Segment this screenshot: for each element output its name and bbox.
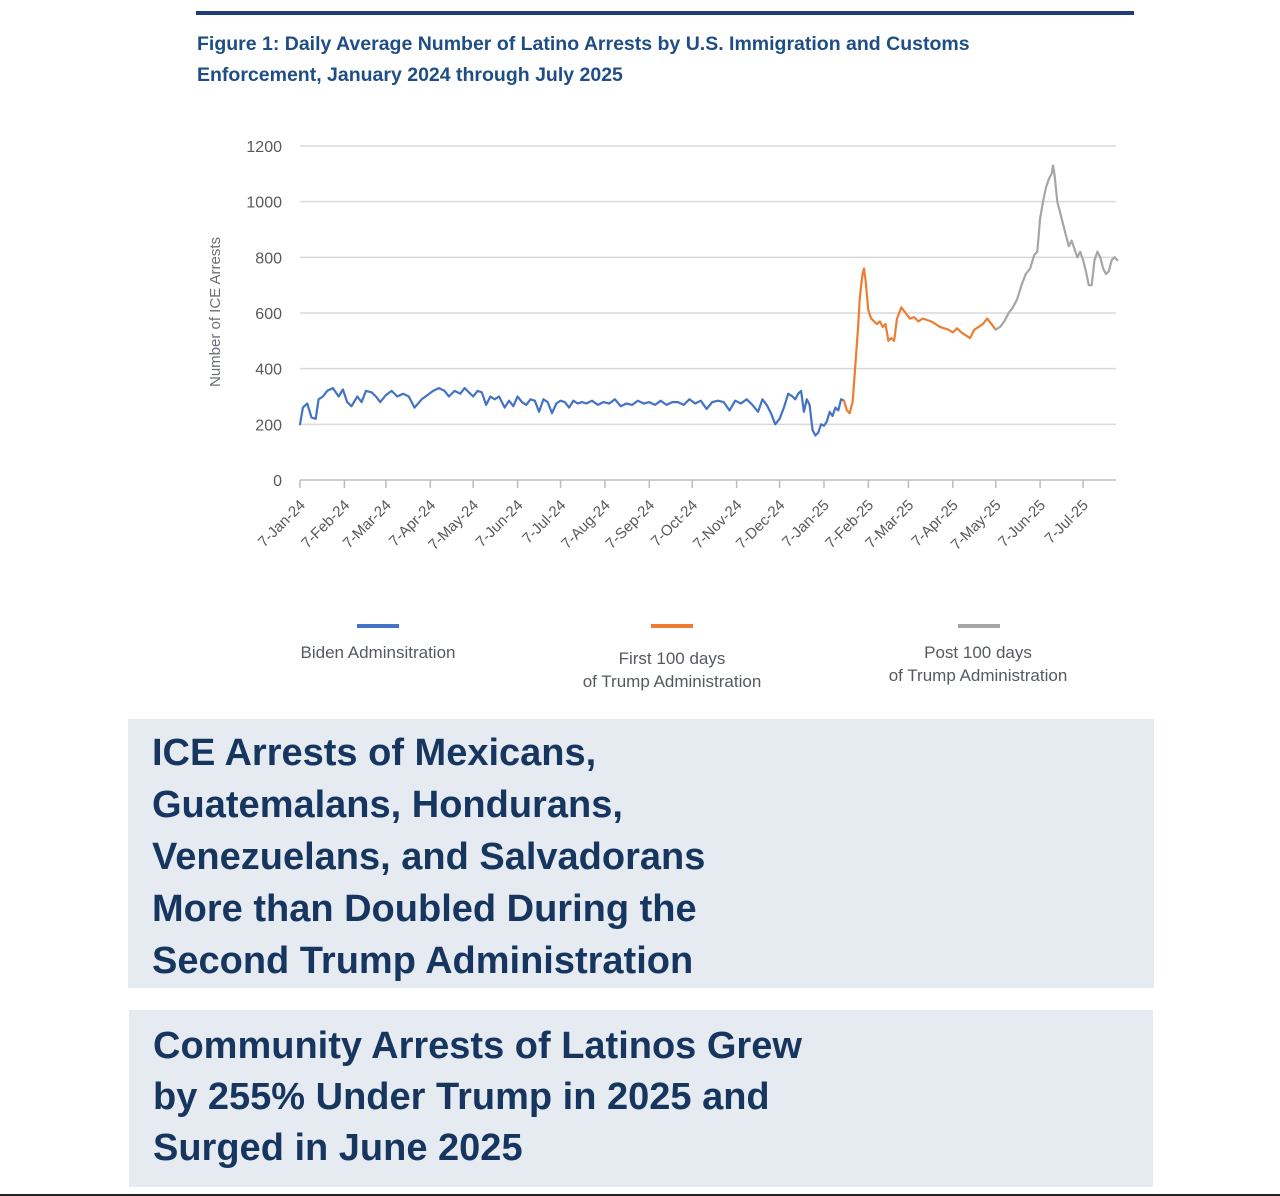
series-lines [298, 164, 1119, 437]
y-tick-label: 1200 [246, 139, 282, 156]
y-tick-label: 200 [255, 417, 282, 434]
heading1-line5: Second Trump Administration [152, 940, 694, 982]
bottom-rule [0, 1194, 1280, 1196]
top-rule [196, 11, 1134, 15]
legend-swatch-biden [357, 624, 399, 628]
heading1-line4: More than Doubled During the [152, 888, 697, 930]
heading2-line1: Community Arrests of Latinos Grew [153, 1025, 802, 1067]
heading2-line2: by 255% Under Trump in 2025 and [153, 1076, 770, 1118]
heading-panel-1: ICE Arrests of Mexicans, Guatemalans, Ho… [128, 719, 1154, 988]
y-tick-label: 1000 [246, 195, 282, 212]
legend-biden-text: Biden Adminsitration [300, 643, 456, 662]
x-tick-label: 7-Jun-24 [473, 497, 527, 551]
y-tick-label: 600 [255, 306, 282, 323]
heading1-line1: ICE Arrests of Mexicans, [152, 732, 597, 774]
x-tick-label: 7-Sep-24 [602, 497, 658, 553]
legend-post100-line2: of Trump Administration [888, 666, 1068, 685]
figure-title-line2: Enforcement, January 2024 through July 2… [197, 64, 623, 86]
legend-label-biden: Biden Adminsitration [258, 641, 498, 664]
legend-label-post100: Post 100 days of Trump Administration [858, 641, 1098, 687]
y-tick-label: 800 [255, 250, 282, 267]
heading-panel-2: Community Arrests of Latinos Grew by 255… [129, 1010, 1153, 1187]
section-heading-1: ICE Arrests of Mexicans, Guatemalans, Ho… [152, 727, 832, 987]
heading1-line2: Guatemalans, Hondurans, [152, 784, 623, 826]
legend-swatch-first100 [651, 624, 693, 628]
heading2-line3: Surged in June 2025 [153, 1127, 523, 1169]
line-chart: 0 200 400 600 800 1000 1200 7-Jan-247-Feb-247-… [207, 139, 1119, 554]
figure-title-line1: Figure 1: Daily Average Number of Latino… [197, 33, 970, 55]
legend-first100-line2: of Trump Administration [582, 672, 762, 691]
x-tick-label: 7-Jul-25 [1042, 497, 1092, 547]
y-axis-label: Number of ICE Arrests [207, 237, 224, 387]
series-line-0 [298, 387, 846, 437]
legend-post100-line1: Post 100 days [924, 643, 1032, 662]
section-heading-2: Community Arrests of Latinos Grew by 255… [153, 1021, 933, 1174]
grid-lines [300, 145, 1116, 481]
x-tick-label: 7-Jun-25 [995, 497, 1049, 551]
figure-title: Figure 1: Daily Average Number of Latino… [197, 29, 1097, 91]
y-tick-label: 0 [273, 473, 282, 490]
legend-swatch-post100 [958, 624, 1000, 628]
heading1-line3: Venezuelans, and Salvadorans [152, 836, 706, 878]
y-tick-label: 400 [255, 362, 282, 379]
y-axis-ticks: 0 200 400 600 800 1000 1200 [246, 139, 282, 490]
x-axis: 7-Jan-247-Feb-247-Mar-247-Apr-247-May-24… [255, 480, 1092, 554]
series-line-2 [994, 164, 1119, 331]
legend-first100-line1: First 100 days [618, 649, 726, 668]
series-line-1 [842, 267, 997, 415]
legend-label-first100: First 100 days of Trump Administration [552, 647, 792, 693]
